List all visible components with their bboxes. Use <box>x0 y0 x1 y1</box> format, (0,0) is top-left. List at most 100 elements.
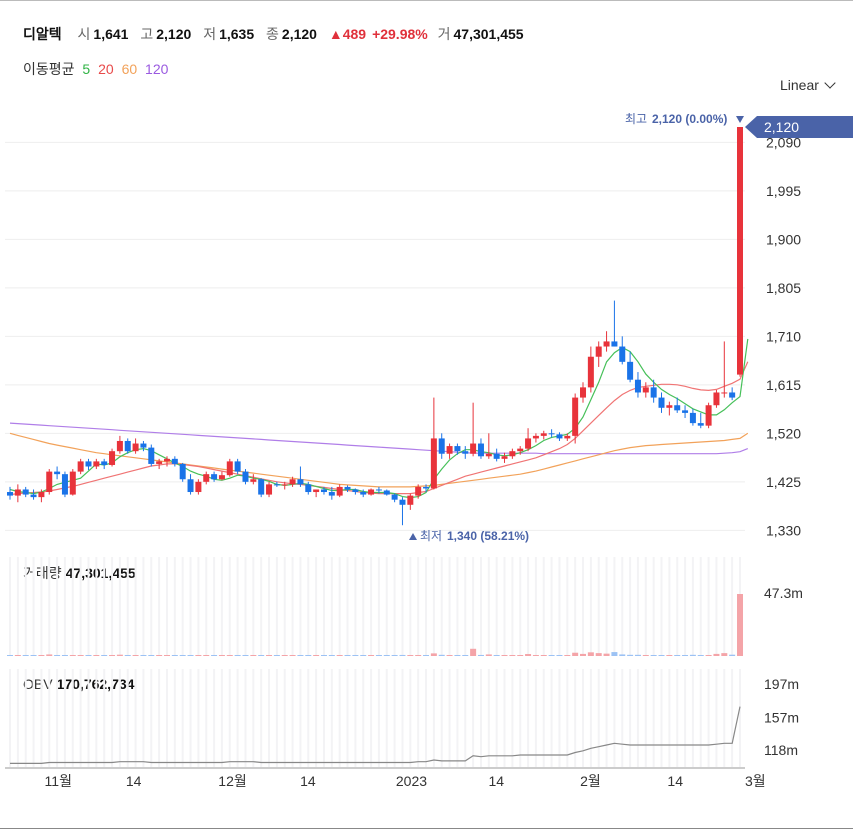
volume-bar <box>383 655 390 656</box>
candle-body <box>540 433 547 436</box>
obv-grid-stripe <box>330 669 333 767</box>
candle-body <box>116 440 123 452</box>
volume-grid-stripe <box>613 557 616 656</box>
volume-grid-stripe <box>684 557 687 656</box>
obv-panel-title: OBV <box>23 676 53 692</box>
obv-grid-stripe <box>150 669 153 767</box>
volume-bar <box>336 655 343 656</box>
volume-bar <box>226 655 233 656</box>
candle-body <box>391 494 398 500</box>
volume-bar <box>305 655 312 656</box>
volume-bar <box>737 594 743 656</box>
volume-bar <box>415 655 422 656</box>
obv-grid-stripe <box>165 669 168 767</box>
price-tick-label: 1,425 <box>766 474 801 490</box>
volume-bar <box>572 652 579 656</box>
candle-body <box>375 489 382 491</box>
candle-body <box>462 451 469 454</box>
volume-grid-stripe <box>668 557 671 656</box>
volume-bar <box>85 655 92 656</box>
price-tick-label: 1,805 <box>766 280 801 296</box>
x-tick-label: 2023 <box>396 773 427 789</box>
volume-bar <box>430 653 437 656</box>
candle-body <box>548 433 555 435</box>
candle-body <box>587 356 594 388</box>
volume-grid-stripe <box>440 557 443 656</box>
x-tick-label: 14 <box>300 773 316 789</box>
volume-grid-stripe <box>346 557 349 656</box>
obv-grid-stripe <box>605 669 608 767</box>
volume-bar <box>352 655 359 656</box>
candle-body <box>399 499 406 505</box>
price-tick-label: 1,995 <box>766 183 801 199</box>
obv-grid-stripe <box>393 669 396 767</box>
volume-bar <box>634 654 641 656</box>
obv-grid-stripe <box>739 669 741 767</box>
volume-bar <box>368 655 375 656</box>
volume-grid-stripe <box>87 557 90 656</box>
price-tick-label: 1,615 <box>766 377 801 393</box>
ma-legend-5[interactable]: 5 <box>82 61 91 77</box>
obv-grid-stripe <box>464 669 467 767</box>
scale-dropdown[interactable]: Linear <box>780 77 836 93</box>
x-tick-label: 2월 <box>580 773 601 789</box>
volume-bar <box>22 655 29 656</box>
obv-grid-stripe <box>479 669 482 767</box>
ma-legend-120[interactable]: 120 <box>145 61 169 77</box>
volume-grid-stripe <box>519 557 522 656</box>
volume-bar <box>7 655 13 656</box>
volume-bar <box>603 653 610 656</box>
volume-grid-stripe <box>652 557 655 656</box>
ma-legend-20[interactable]: 20 <box>98 61 114 77</box>
volume-bar <box>689 654 696 656</box>
candle-body <box>360 492 367 495</box>
candle-body <box>93 461 100 467</box>
volume-bar <box>132 655 139 656</box>
candle-body <box>305 484 312 493</box>
obv-grid-stripe <box>660 669 663 767</box>
volume-bar <box>682 655 689 656</box>
obv-grid-stripe <box>71 669 74 767</box>
volume-bar <box>493 655 500 656</box>
volume-bar <box>171 655 178 656</box>
volume-grid-stripe <box>56 557 59 656</box>
volume-grid-stripe <box>315 557 318 656</box>
volume-grid-stripe <box>165 557 168 656</box>
volume-grid-stripe <box>252 557 255 656</box>
obv-grid-stripe <box>315 669 318 767</box>
volume-grid-stripe <box>173 557 176 656</box>
volume-grid-stripe <box>377 557 380 656</box>
obv-grid-stripe <box>589 669 592 767</box>
obv-grid-stripe <box>126 669 129 767</box>
obv-grid-stripe <box>142 669 145 767</box>
obv-grid-stripe <box>425 669 428 767</box>
candle-body <box>634 379 641 393</box>
volume-grid-stripe <box>370 557 373 656</box>
candle-body <box>77 461 84 472</box>
obv-grid-stripe <box>613 669 616 767</box>
ma-legend-60[interactable]: 60 <box>121 61 138 77</box>
volume-bar <box>109 655 116 656</box>
obv-tick-label: 157m <box>764 709 799 725</box>
candle-body <box>415 486 422 496</box>
candle-body <box>156 461 163 464</box>
obv-grid-stripe <box>377 669 380 767</box>
volume-bar <box>697 655 704 656</box>
obv-grid-stripe <box>252 669 255 767</box>
volume-grid-stripe <box>566 557 569 656</box>
obv-grid-stripe <box>456 669 459 767</box>
obv-grid-stripe <box>118 669 121 767</box>
obv-grid-stripe <box>401 669 404 767</box>
obv-grid-stripe <box>715 669 718 767</box>
volume-grid-stripe <box>425 557 428 656</box>
max-label: 최고 <box>625 112 647 126</box>
obv-grid-stripe <box>636 669 639 767</box>
volume-bar <box>509 655 516 656</box>
obv-grid-stripe <box>205 669 208 767</box>
volume-bar <box>203 655 210 656</box>
candle-body <box>336 486 343 496</box>
obv-grid-stripe <box>558 669 561 767</box>
volume-grid-stripe <box>723 557 726 656</box>
obv-grid-stripe <box>228 669 231 767</box>
